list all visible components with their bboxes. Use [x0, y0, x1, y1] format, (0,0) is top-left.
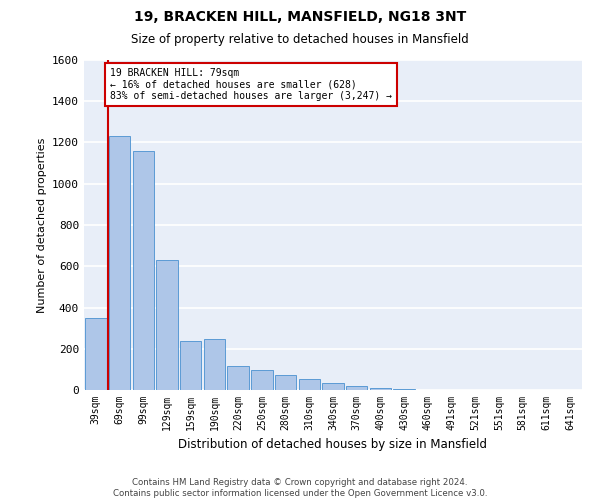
Bar — [322, 383, 344, 390]
Bar — [180, 340, 202, 390]
X-axis label: Distribution of detached houses by size in Mansfield: Distribution of detached houses by size … — [179, 438, 487, 452]
Y-axis label: Number of detached properties: Number of detached properties — [37, 138, 47, 312]
Bar — [275, 374, 296, 390]
Bar — [346, 386, 367, 390]
Bar — [227, 366, 249, 390]
Bar — [133, 151, 154, 390]
Bar — [204, 340, 225, 390]
Bar — [370, 388, 391, 390]
Text: 19 BRACKEN HILL: 79sqm
← 16% of detached houses are smaller (628)
83% of semi-de: 19 BRACKEN HILL: 79sqm ← 16% of detached… — [110, 68, 392, 102]
Bar — [85, 318, 107, 390]
Bar — [157, 260, 178, 390]
Bar — [251, 370, 272, 390]
Text: 19, BRACKEN HILL, MANSFIELD, NG18 3NT: 19, BRACKEN HILL, MANSFIELD, NG18 3NT — [134, 10, 466, 24]
Bar — [394, 389, 415, 390]
Text: Size of property relative to detached houses in Mansfield: Size of property relative to detached ho… — [131, 32, 469, 46]
Text: Contains HM Land Registry data © Crown copyright and database right 2024.
Contai: Contains HM Land Registry data © Crown c… — [113, 478, 487, 498]
Bar — [299, 378, 320, 390]
Bar — [109, 136, 130, 390]
